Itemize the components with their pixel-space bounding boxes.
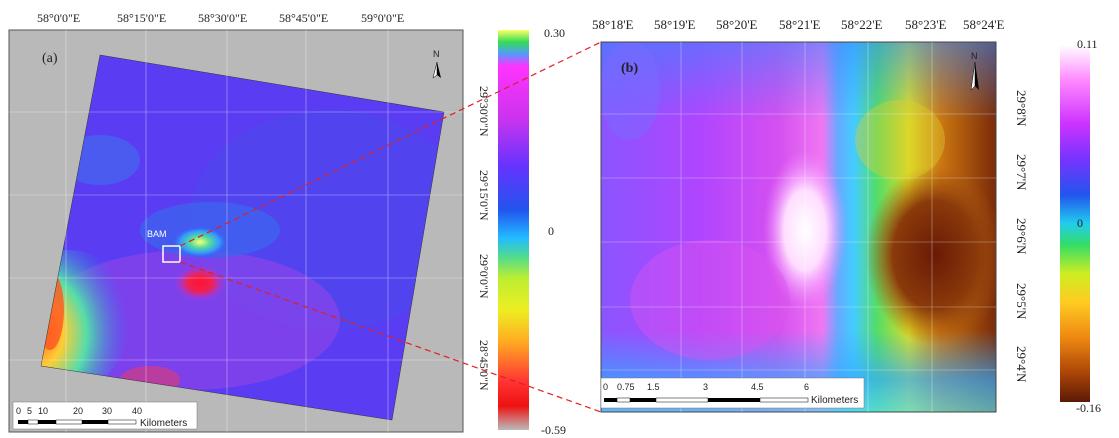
panel-a-lat-label-1: 29°30'0"N <box>477 86 491 137</box>
colorbar-b-max: 0.11 <box>1077 37 1098 51</box>
panel-b-letter: (b) <box>621 61 639 76</box>
scale-a-unit: Kilometers <box>140 418 188 429</box>
panel-b-deformation <box>601 42 996 412</box>
panel-b-lon-label-3: 58°20'E <box>716 17 758 32</box>
panel-b-lon-label-2: 58°19'E <box>654 17 696 32</box>
panel-a-lat-label-4: 28°45'0"N <box>477 340 491 391</box>
colorbar-a <box>498 30 529 430</box>
scale-bar-a <box>12 401 198 430</box>
panel-b-lon-label-7: 58°24'E <box>963 17 1005 32</box>
panel-b-lat-label-2: 29°7'N <box>1014 154 1029 191</box>
panel-b-lon-label-6: 58°23'E <box>905 17 947 32</box>
panel-b-lon-label-4: 58°21'E <box>779 17 821 32</box>
colorbar-a-mid: 0 <box>548 224 554 238</box>
scale-bar-b <box>600 377 865 409</box>
panel-a-letter: (a) <box>42 51 58 66</box>
north-arrow-a <box>432 61 441 79</box>
panel-a-map <box>8 29 464 433</box>
colorbar-a-max: 0.30 <box>544 26 565 40</box>
colorbar-b <box>1060 45 1090 402</box>
panel-b-lat-label-3: 29°6'N <box>1014 218 1029 255</box>
colorbar-a-min: -0.59 <box>541 423 566 437</box>
scale-b-tick-5: 6 <box>804 382 810 392</box>
colorbar-b-min: -0.16 <box>1076 401 1101 415</box>
panel-b-lon-label-1: 58°18'E <box>592 17 634 32</box>
panel-a-lon-label-5: 59°0'0"E <box>361 11 405 25</box>
scale-b-tick-0: 0 <box>603 382 609 392</box>
scale-a-tick-2: 10 <box>38 406 49 416</box>
panel-a-lat-label-2: 29°15'0"N <box>477 170 491 221</box>
panel-b-map <box>600 41 997 413</box>
panel-a-lon-label-3: 58°30'0"E <box>198 11 248 25</box>
colorbar-b-mid: 0 <box>1077 216 1083 230</box>
panel-a-lon-label-4: 58°45'0"E <box>279 11 329 25</box>
panel-b-lat-label-5: 29°4'N <box>1014 346 1029 383</box>
scale-a-tick-3: 20 <box>73 406 84 416</box>
scale-a-tick-5: 40 <box>132 406 143 416</box>
scale-a-tick-4: 30 <box>102 406 113 416</box>
scale-b-tick-3: 3 <box>703 382 709 392</box>
scale-b-unit: Kilometers <box>811 395 859 406</box>
panel-a-lat-label-3: 29°0'0"N <box>477 254 491 299</box>
bam-place-label: BAM <box>147 229 167 239</box>
bam-inset-box <box>162 245 181 263</box>
panel-a-lon-label-2: 58°15'0"E <box>117 11 167 25</box>
scale-b-tick-4: 4.5 <box>751 382 764 392</box>
panel-b-graticule <box>601 42 996 412</box>
panel-b-lat-label-1: 29°8'N <box>1014 90 1029 127</box>
north-label-a: N <box>433 49 440 59</box>
panel-b-lat-label-4: 29°5'N <box>1014 283 1029 320</box>
panel-b-lon-label-5: 58°22'E <box>841 17 883 32</box>
north-arrow-b <box>970 61 979 91</box>
scale-b-tick-1: 0.75 <box>617 382 635 392</box>
scale-a-tick-1: 5 <box>27 406 33 416</box>
scale-a-tick-0: 0 <box>16 406 22 416</box>
inset-connector-lines <box>179 41 602 413</box>
north-label-b: N <box>971 51 978 61</box>
panel-a-graticule <box>9 30 463 432</box>
scale-b-tick-2: 1.5 <box>647 382 660 392</box>
panel-a-lon-label-1: 58°0'0"E <box>37 11 81 25</box>
